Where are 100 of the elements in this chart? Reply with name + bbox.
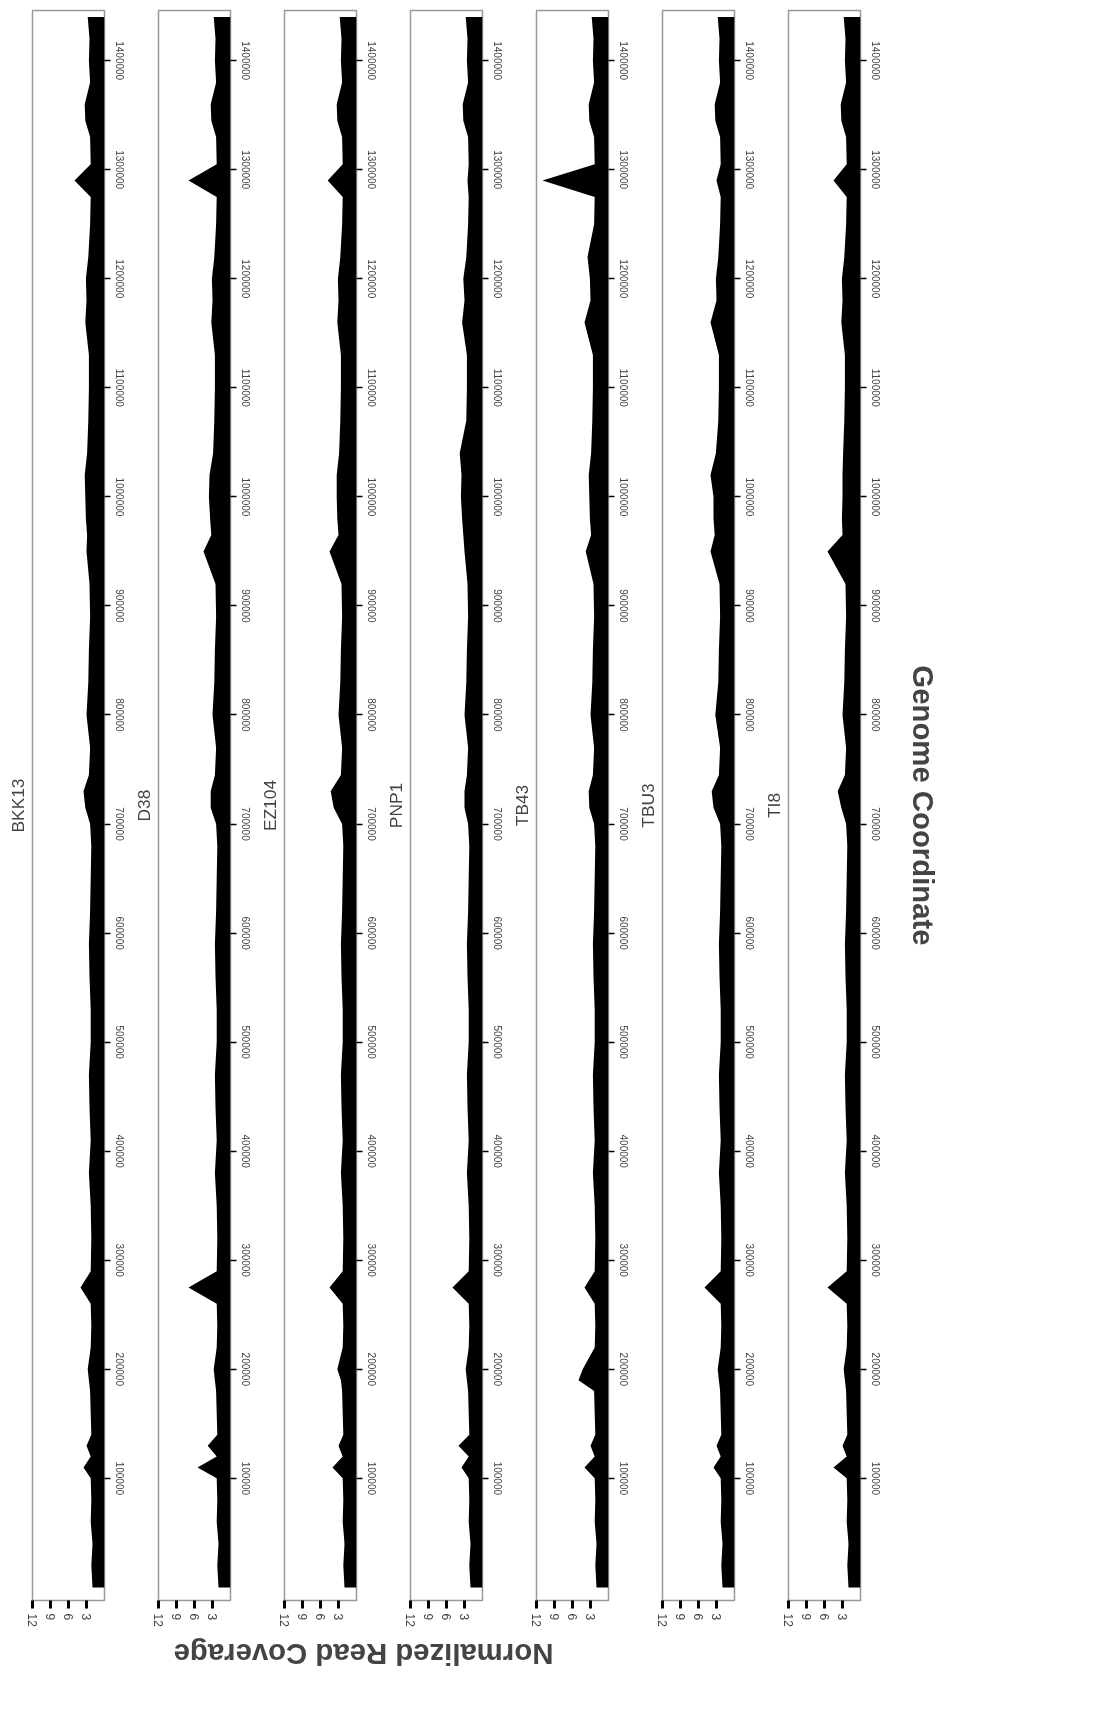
y-tick-label: 900000 [113,589,125,624]
y-tick-label: 700000 [617,807,629,842]
y-tick-label: 1200000 [869,259,881,299]
y-tick-label: 500000 [113,1025,125,1060]
y-tick-label: 400000 [743,1134,755,1169]
x-tick-label: 12 [781,1613,795,1628]
x-tick-label: 9 [169,1613,183,1621]
x-tick-label: 6 [565,1613,579,1621]
y-tick-label: 900000 [239,589,251,624]
y-axis-title: Genome Coordinate [906,665,940,946]
y-tick-label: 1400000 [365,41,377,81]
text: EZ104 [259,779,280,832]
x-axis-title: Normalized Read Coverage [173,1638,554,1671]
x-tick-label: 3 [709,1613,723,1621]
y-tick-label: 1400000 [869,41,881,81]
y-tick-label: 100000 [743,1461,755,1496]
x-tick-label: 12 [403,1613,417,1628]
y-tick-label: 700000 [239,807,251,842]
y-tick-label: 600000 [743,916,755,951]
x-tick-label: 12 [529,1613,543,1628]
y-tick-label: 1000000 [239,477,251,517]
y-tick-label: 300000 [491,1243,503,1278]
y-tick-label: 800000 [743,698,755,733]
y-tick-label: 1200000 [239,259,251,299]
y-tick-label: 1400000 [743,41,755,81]
y-tick-label: 1100000 [239,368,251,408]
x-tick-label: 3 [457,1613,471,1621]
text: D38 [133,789,154,822]
y-tick-label: 1400000 [491,41,503,81]
x-tick-label: 12 [655,1613,669,1628]
y-tick-label: 400000 [869,1134,881,1169]
y-tick-label: 1000000 [743,477,755,517]
y-tick-label: 400000 [365,1134,377,1169]
y-tick-label: 700000 [743,807,755,842]
y-tick-label: 100000 [365,1461,377,1496]
y-tick-label: 1300000 [113,150,125,190]
y-tick-label: 200000 [365,1352,377,1387]
y-tick-label: 600000 [617,916,629,951]
y-tick-label: 200000 [239,1352,251,1387]
y-tick-label: 400000 [491,1134,503,1169]
y-tick-label: 200000 [617,1352,629,1387]
y-tick-label: 800000 [365,698,377,733]
y-tick-label: 800000 [239,698,251,733]
y-tick-label: 1100000 [491,368,503,408]
y-tick-label: 900000 [365,589,377,624]
x-tick-label: 12 [151,1613,165,1628]
x-tick-label: 3 [331,1613,345,1621]
y-tick-label: 1300000 [239,150,251,190]
y-tick-label: 600000 [365,916,377,951]
y-tick-label: 600000 [239,916,251,951]
x-tick-label: 12 [25,1613,39,1628]
y-tick-label: 800000 [113,698,125,733]
y-tick-label: 200000 [743,1352,755,1387]
y-tick-label: 800000 [869,698,881,733]
x-tick-label: 9 [673,1613,687,1621]
x-tick-label: 6 [61,1613,75,1621]
y-tick-label: 600000 [491,916,503,951]
y-tick-label: 1400000 [239,41,251,81]
y-tick-label: 100000 [617,1461,629,1496]
y-tick-label: 1100000 [869,368,881,408]
y-tick-label: 1000000 [491,477,503,517]
y-tick-label: 1300000 [617,150,629,190]
x-tick-label: 9 [547,1613,561,1621]
x-tick-label: 6 [817,1613,831,1621]
y-tick-label: 400000 [239,1134,251,1169]
x-tick-label: 6 [691,1613,705,1621]
y-tick-label: 300000 [869,1243,881,1278]
y-tick-label: 1300000 [365,150,377,190]
y-tick-label: 100000 [239,1461,251,1496]
y-tick-label: 300000 [617,1243,629,1278]
x-tick-label: 3 [583,1613,597,1621]
y-tick-label: 1200000 [365,259,377,299]
y-tick-label: 500000 [743,1025,755,1060]
y-tick-label: 300000 [365,1243,377,1278]
y-tick-label: 100000 [113,1461,125,1496]
y-tick-label: 1100000 [365,368,377,408]
y-tick-label: 500000 [365,1025,377,1060]
y-tick-label: 500000 [869,1025,881,1060]
y-tick-label: 1000000 [617,477,629,517]
x-tick-label: 6 [439,1613,453,1621]
y-tick-label: 700000 [869,807,881,842]
text: TBU3 [637,783,658,828]
y-tick-label: 1300000 [743,150,755,190]
y-tick-label: 1200000 [617,259,629,299]
x-tick-label: 6 [313,1613,327,1621]
y-tick-label: 900000 [491,589,503,624]
y-tick-label: 100000 [869,1461,881,1496]
y-tick-label: 900000 [617,589,629,624]
y-tick-label: 300000 [239,1243,251,1278]
y-tick-label: 1400000 [617,41,629,81]
x-tick-label: 3 [205,1613,219,1621]
y-tick-label: 1400000 [113,41,125,81]
y-tick-label: 1200000 [491,259,503,299]
y-tick-label: 900000 [743,589,755,624]
y-tick-label: 1100000 [113,368,125,408]
y-tick-label: 1300000 [869,150,881,190]
y-tick-label: 200000 [869,1352,881,1387]
y-tick-label: 400000 [617,1134,629,1169]
y-tick-label: 800000 [491,698,503,733]
x-tick-label: 12 [277,1613,291,1628]
